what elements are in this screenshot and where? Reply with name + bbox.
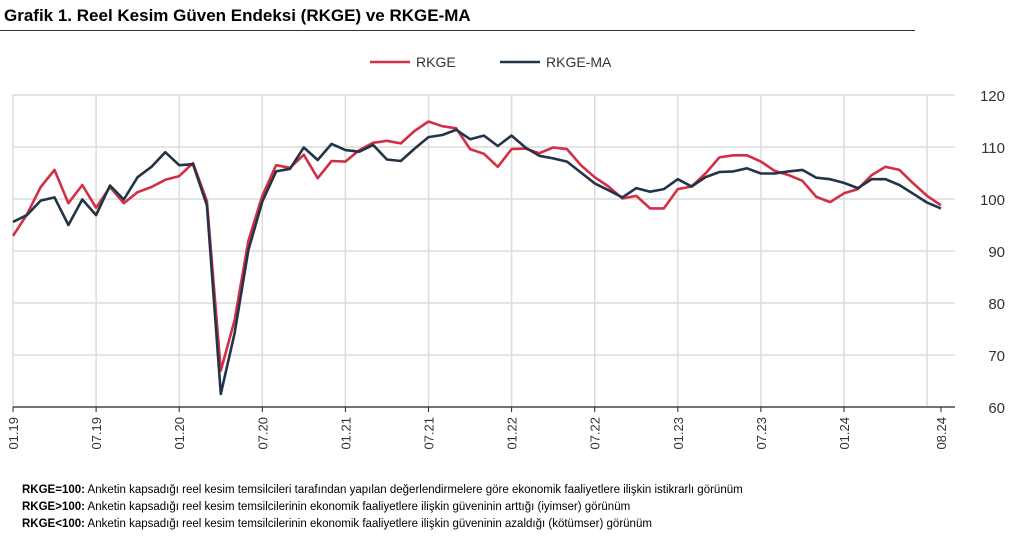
grid	[12, 94, 955, 407]
y-tick-label: 80	[988, 296, 1005, 313]
footnotes: RKGE=100: Anketin kapsadığı reel kesim t…	[22, 482, 743, 533]
x-tick-label: 01.24	[837, 417, 852, 450]
y-tick-label: 100	[980, 192, 1005, 209]
y-tick-label: 90	[988, 244, 1005, 261]
legend-label: RKGE	[416, 54, 456, 70]
x-tick-label: 07.21	[422, 417, 437, 450]
x-tick-label: 07.19	[89, 417, 104, 450]
x-tick-label: 08.24	[934, 417, 949, 450]
series-line-rkge-ma	[12, 128, 942, 396]
y-tick-label: 120	[980, 88, 1005, 105]
series-line-rkge	[11, 120, 942, 372]
title-divider	[0, 30, 915, 31]
note-gt: RKGE>100: Anketin kapsadığı reel kesim t…	[22, 501, 631, 513]
legend: RKGE RKGE-MA	[370, 54, 612, 70]
x-tick-label: 07.20	[255, 417, 270, 450]
note-lt: RKGE<100: Anketin kapsadığı reel kesim t…	[22, 518, 652, 530]
x-tick-label: 07.23	[754, 417, 769, 450]
x-tick-label: 01.19	[6, 417, 21, 450]
series-lines	[11, 120, 942, 396]
chart-title: Grafik 1. Reel Kesim Güven Endeksi (RKGE…	[4, 6, 471, 25]
x-tick-label: 01.22	[505, 417, 520, 450]
y-tick-label: 110	[981, 140, 1005, 157]
y-tick-label: 70	[988, 348, 1005, 365]
line-chart: 60 70 80 90 100 110 120 01.19 07.19 01.20 07.20 01.…	[6, 54, 1005, 450]
axes: 60 70 80 90 100 110 120 01.19 07.19 01.20 07.20 01.…	[6, 88, 1005, 450]
x-tick-label: 07.22	[588, 417, 603, 450]
x-tick-label: 01.21	[338, 417, 353, 450]
note-eq: RKGE=100: Anketin kapsadığı reel kesim t…	[22, 484, 743, 496]
x-tick-label: 01.23	[671, 417, 686, 450]
x-tick-label: 01.20	[172, 417, 187, 450]
y-tick-label: 60	[988, 400, 1005, 417]
legend-label: RKGE-MA	[546, 54, 612, 70]
